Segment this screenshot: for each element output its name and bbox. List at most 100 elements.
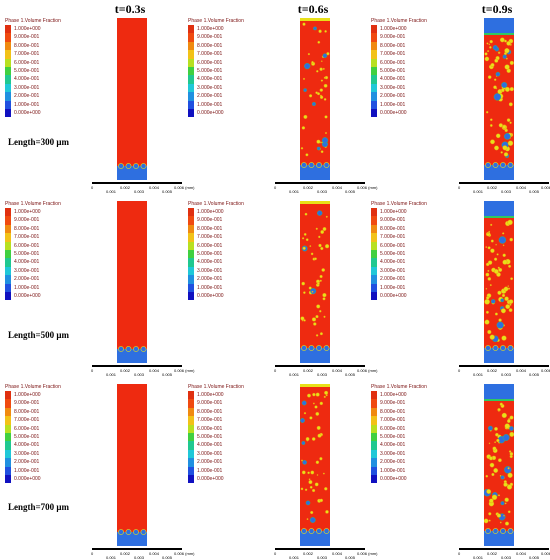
bubble — [300, 316, 305, 321]
legend-value: 9.000e-001 — [14, 400, 40, 407]
bubble — [301, 400, 307, 406]
gas-region — [117, 349, 147, 363]
legend-entry: 1.000e-001 — [5, 100, 75, 109]
color-legend: Phase 1.Volume Fraction 1.000e+000 9.000e-… — [371, 18, 441, 128]
bubble — [304, 62, 311, 70]
legend-swatch — [5, 258, 11, 267]
bubble — [508, 308, 513, 313]
bubble — [495, 243, 497, 246]
bubble — [315, 460, 320, 465]
legend-entry: 5.000e-001 — [188, 433, 258, 442]
bubble — [307, 52, 310, 56]
legend-swatch — [5, 208, 11, 217]
top-interface — [300, 201, 330, 204]
legend-value: 2.000e-001 — [197, 276, 223, 283]
legend-entry: 3.000e-001 — [188, 83, 258, 93]
bubble — [509, 426, 514, 431]
bubble — [508, 264, 512, 268]
legend-swatch — [371, 224, 377, 234]
legend-value: 6.000e-001 — [197, 425, 223, 432]
legend-entry: 8.000e-001 — [188, 41, 258, 51]
gas-region — [117, 532, 147, 546]
legend-value: 6.000e-001 — [380, 59, 406, 66]
legend-entry: 2.000e-001 — [188, 458, 258, 467]
scale-sub-tick: 0.003 — [134, 372, 145, 377]
bubble — [498, 236, 507, 244]
legend-entry: 1.000e+000 — [371, 391, 441, 400]
scale-bar: 0 0.002 0.004 0.006 (mm) 0.001 0.003 0.005 — [274, 365, 377, 377]
gas-cap-interface — [484, 33, 514, 35]
legend-value: 9.000e-001 — [380, 217, 406, 224]
legend-swatch — [188, 58, 194, 67]
bubble — [502, 232, 505, 235]
bubble — [301, 441, 306, 445]
bubble-front — [485, 345, 491, 351]
legend-value: 4.000e-001 — [380, 76, 406, 83]
legend-entry: 3.000e-001 — [188, 449, 258, 459]
bubble-front — [316, 528, 322, 534]
scale-bar-segment — [297, 182, 342, 184]
bubble — [501, 81, 508, 88]
legend-swatch — [5, 100, 11, 109]
bubble — [488, 512, 492, 516]
legend-value: 1.000e-001 — [14, 284, 40, 291]
legend-entry: 0.000e+000 — [5, 292, 75, 301]
legend-entry: 8.000e-001 — [188, 224, 258, 234]
legend-swatch — [188, 92, 194, 101]
scale-bar-segment — [481, 182, 526, 184]
contour-plot — [484, 18, 514, 180]
scale-sub-tick: 0.003 — [134, 189, 145, 194]
legend-swatch — [188, 208, 194, 217]
legend-swatch — [188, 67, 194, 76]
bubble — [323, 395, 326, 398]
scale-tick: 0.002 — [120, 368, 131, 373]
column-title-t09: t=0.9s — [481, 2, 513, 16]
legend-swatch — [5, 224, 11, 234]
scale-tick: 0 — [274, 368, 277, 373]
bubble — [493, 85, 497, 89]
bubble — [493, 93, 502, 101]
legend-swatch — [5, 233, 11, 242]
legend-swatch — [5, 399, 11, 408]
bubble-front — [125, 529, 132, 535]
legend-entry: 4.000e-001 — [5, 441, 75, 450]
legend-value: 5.000e-001 — [14, 434, 40, 440]
scale-sub-tick: 0.001 — [289, 555, 300, 560]
bubble — [496, 438, 500, 443]
bubble-front — [308, 528, 315, 534]
bubble — [485, 246, 488, 248]
legend-entry: 3.000e-001 — [371, 266, 441, 276]
bubble — [324, 390, 329, 395]
legend-value: 7.000e-001 — [380, 417, 406, 424]
legend-entry: 2.000e-001 — [371, 92, 441, 101]
legend-swatch — [5, 83, 11, 93]
legend-value: 7.000e-001 — [14, 417, 40, 424]
scale-tick: 0.002 — [120, 185, 131, 190]
bubble — [317, 433, 322, 438]
bubble — [319, 67, 323, 71]
legend-entry: 1.000e-001 — [188, 283, 258, 292]
bubble — [307, 393, 311, 398]
legend-entry: 9.000e-001 — [188, 33, 258, 42]
bubble-front — [485, 162, 491, 168]
legend-value: 8.000e-001 — [197, 225, 223, 232]
bubble — [319, 279, 322, 282]
bubble — [325, 244, 330, 249]
legend-value: 5.000e-001 — [197, 68, 223, 74]
bubble-front — [507, 345, 514, 351]
legend-value: 0.000e+000 — [197, 476, 224, 482]
legend-value: 7.000e-001 — [197, 417, 223, 424]
bubble — [497, 494, 500, 497]
bubble — [325, 510, 329, 514]
bubble — [319, 401, 323, 406]
legend-swatch — [371, 92, 377, 101]
bubble — [494, 312, 498, 316]
legend-value: 2.000e-001 — [14, 93, 40, 100]
legend-swatch — [188, 458, 194, 467]
bubble — [494, 441, 497, 444]
legend-swatch — [5, 449, 11, 459]
bubble — [320, 150, 324, 154]
legend-entry: 6.000e-001 — [371, 241, 441, 250]
bubble — [509, 86, 514, 92]
scale-tick: 0.006 (mm) — [174, 551, 195, 556]
